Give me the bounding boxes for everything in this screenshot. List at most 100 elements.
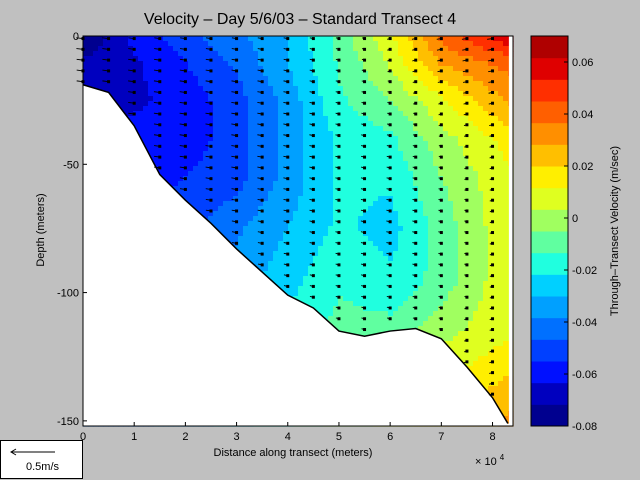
velocity-cell xyxy=(223,206,229,212)
velocity-cell xyxy=(328,51,334,57)
velocity-cell xyxy=(213,196,219,202)
velocity-cell xyxy=(263,86,269,92)
velocity-cell xyxy=(338,306,344,312)
velocity-cell xyxy=(328,76,334,82)
velocity-cell xyxy=(303,186,309,192)
velocity-cell xyxy=(243,121,249,127)
velocity-cell xyxy=(338,116,344,122)
velocity-cell xyxy=(263,161,269,167)
velocity-cell xyxy=(298,156,304,162)
velocity-cell xyxy=(328,171,334,177)
velocity-cell xyxy=(378,311,384,317)
velocity-cell xyxy=(283,266,289,272)
velocity-cell xyxy=(353,181,359,187)
velocity-cell xyxy=(358,106,364,112)
velocity-cell xyxy=(228,161,234,167)
velocity-cell xyxy=(268,111,274,117)
velocity-cell xyxy=(223,156,229,162)
velocity-cell xyxy=(323,71,329,77)
velocity-cell xyxy=(318,266,324,272)
velocity-cell xyxy=(283,41,289,47)
velocity-cell xyxy=(373,311,379,317)
velocity-cell xyxy=(228,56,234,62)
velocity-cell xyxy=(343,306,349,312)
velocity-cell xyxy=(288,176,294,182)
velocity-cell xyxy=(278,206,284,212)
velocity-cell xyxy=(198,156,204,162)
velocity-cell xyxy=(253,231,259,237)
velocity-cell xyxy=(238,236,244,242)
velocity-cell xyxy=(313,251,319,257)
velocity-cell xyxy=(378,66,384,72)
velocity-cell xyxy=(378,171,384,177)
velocity-cell xyxy=(378,41,384,47)
velocity-cell xyxy=(198,101,204,107)
velocity-cell xyxy=(118,46,124,52)
velocity-cell xyxy=(238,231,244,237)
velocity-cell xyxy=(308,96,314,102)
velocity-cell xyxy=(218,126,224,132)
velocity-cell xyxy=(308,161,314,167)
velocity-cell xyxy=(298,141,304,147)
velocity-cell xyxy=(303,291,309,297)
velocity-cell xyxy=(193,196,199,202)
velocity-cell xyxy=(383,266,389,272)
velocity-cell xyxy=(168,146,174,152)
velocity-cell xyxy=(378,146,384,152)
velocity-cell xyxy=(398,36,404,42)
velocity-cell xyxy=(373,81,379,87)
velocity-cell xyxy=(303,131,309,137)
velocity-cell xyxy=(343,321,349,327)
velocity-cell xyxy=(168,121,174,127)
velocity-cell xyxy=(333,96,339,102)
velocity-cell xyxy=(218,41,224,47)
velocity-cell xyxy=(293,171,299,177)
velocity-cell xyxy=(373,76,379,82)
velocity-cell xyxy=(158,146,164,152)
velocity-cell xyxy=(238,111,244,117)
velocity-cell xyxy=(378,216,384,222)
velocity-cell xyxy=(363,151,369,157)
velocity-cell xyxy=(178,71,184,77)
velocity-cell xyxy=(373,156,379,162)
velocity-cell xyxy=(273,266,279,272)
velocity-cell xyxy=(343,226,349,232)
velocity-cell xyxy=(293,221,299,227)
velocity-cell xyxy=(213,131,219,137)
velocity-cell xyxy=(393,186,399,192)
velocity-cell xyxy=(353,126,359,132)
velocity-cell xyxy=(323,146,329,152)
velocity-cell xyxy=(348,106,354,112)
velocity-cell xyxy=(128,101,134,107)
velocity-cell xyxy=(213,111,219,117)
velocity-cell xyxy=(278,216,284,222)
velocity-cell xyxy=(358,151,364,157)
velocity-cell xyxy=(98,51,104,57)
velocity-cell xyxy=(198,131,204,137)
velocity-cell xyxy=(208,211,214,217)
velocity-cell xyxy=(193,56,199,62)
velocity-cell xyxy=(343,131,349,137)
velocity-cell xyxy=(173,91,179,97)
velocity-cell xyxy=(88,76,94,82)
velocity-cell xyxy=(178,166,184,172)
velocity-cell xyxy=(248,246,254,252)
velocity-cell xyxy=(293,76,299,82)
velocity-cell xyxy=(213,181,219,187)
velocity-cell xyxy=(383,41,389,47)
velocity-cell xyxy=(238,151,244,157)
velocity-cell xyxy=(193,71,199,77)
velocity-cell xyxy=(218,51,224,57)
velocity-cell xyxy=(393,191,399,197)
velocity-cell xyxy=(393,316,399,322)
velocity-cell xyxy=(348,201,354,207)
velocity-cell xyxy=(173,151,179,157)
velocity-cell xyxy=(253,176,259,182)
velocity-cell xyxy=(138,131,144,137)
velocity-cell xyxy=(383,191,389,197)
velocity-cell xyxy=(243,201,249,207)
velocity-cell xyxy=(358,321,364,327)
velocity-cell xyxy=(258,206,264,212)
velocity-cell xyxy=(153,101,159,107)
velocity-cell xyxy=(278,101,284,107)
